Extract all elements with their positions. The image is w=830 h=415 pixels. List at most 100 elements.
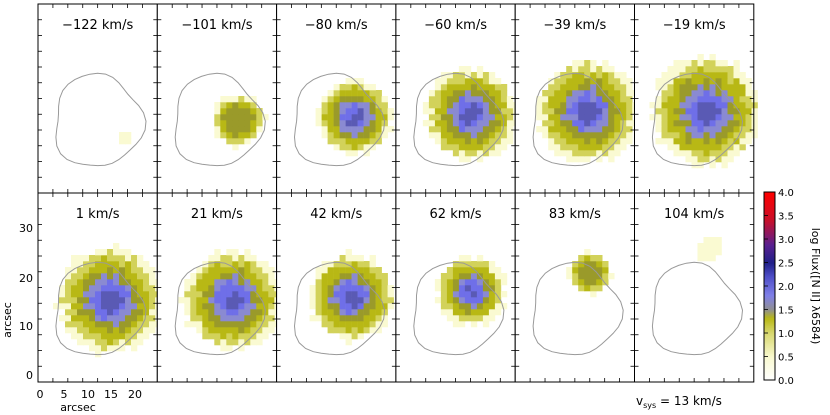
emission-pixel bbox=[703, 132, 710, 139]
emission-pixel bbox=[375, 126, 382, 133]
emission-pixel bbox=[691, 150, 698, 157]
emission-pixel bbox=[101, 321, 108, 328]
emission-pixel bbox=[327, 297, 334, 304]
colorbar-segment bbox=[764, 302, 775, 305]
emission-pixel bbox=[387, 303, 394, 310]
emission-pixel bbox=[691, 96, 698, 103]
emission-pixel bbox=[488, 144, 496, 151]
emission-pixel bbox=[369, 84, 376, 91]
emission-pixel bbox=[590, 114, 597, 121]
emission-pixel bbox=[679, 102, 686, 109]
emission-pixel bbox=[464, 96, 472, 103]
emission-pixel bbox=[536, 114, 543, 121]
emission-pixel bbox=[727, 126, 734, 133]
emission-pixel bbox=[190, 303, 197, 310]
emission-pixel bbox=[101, 285, 108, 292]
emission-pixel bbox=[733, 60, 740, 67]
emission-pixel bbox=[214, 285, 221, 292]
emission-pixel bbox=[673, 96, 680, 103]
emission-pixel bbox=[745, 108, 752, 115]
emission-pixel bbox=[488, 303, 496, 310]
emission-pixel bbox=[697, 138, 704, 145]
emission-pixel bbox=[268, 303, 275, 310]
colorbar-segment bbox=[764, 282, 775, 285]
emission-pixel bbox=[250, 108, 257, 115]
emission-pixel bbox=[739, 102, 746, 109]
emission-pixel bbox=[327, 132, 334, 139]
colorbar-segment bbox=[764, 196, 775, 199]
velocity-label: −122 km/s bbox=[62, 18, 133, 33]
emission-pixel bbox=[262, 114, 269, 121]
emission-pixel bbox=[584, 285, 591, 292]
velocity-channel-panel: −60 km/s bbox=[395, 3, 520, 194]
emission-pixel bbox=[458, 309, 466, 316]
emission-pixel bbox=[661, 84, 668, 91]
emission-pixel bbox=[184, 309, 191, 316]
emission-pixel bbox=[458, 72, 466, 79]
emission-pixel bbox=[470, 96, 478, 103]
emission-pixel bbox=[727, 144, 734, 151]
emission-pixel bbox=[327, 315, 334, 322]
emission-pixel bbox=[220, 315, 227, 322]
emission-pixel bbox=[691, 84, 698, 91]
emission-pixel bbox=[476, 156, 484, 163]
colorbar-segment bbox=[764, 244, 775, 247]
emission-pixel bbox=[446, 126, 454, 133]
emission-pixel bbox=[709, 72, 716, 79]
emission-pixel bbox=[333, 297, 340, 304]
emission-pixel bbox=[691, 120, 698, 127]
emission-pixel bbox=[608, 126, 615, 133]
emission-pixel bbox=[357, 303, 364, 310]
emission-pixel bbox=[363, 120, 370, 127]
emission-pixel bbox=[548, 114, 555, 121]
emission-pixel bbox=[464, 78, 472, 85]
colorbar-segment bbox=[764, 332, 775, 335]
emission-pixel bbox=[596, 126, 603, 133]
colorbar-segment bbox=[764, 194, 775, 197]
colorbar-segment bbox=[764, 246, 775, 249]
emission-pixel bbox=[363, 114, 370, 121]
emission-pixel bbox=[673, 108, 680, 115]
emission-pixel bbox=[357, 114, 364, 121]
emission-pixel bbox=[560, 120, 567, 127]
emission-pixel bbox=[500, 144, 508, 151]
emission-pixel bbox=[345, 126, 352, 133]
emission-pixel bbox=[137, 321, 144, 328]
emission-pixel bbox=[119, 321, 126, 328]
emission-pixel bbox=[494, 144, 502, 151]
emission-pixel bbox=[458, 120, 466, 127]
emission-pixel bbox=[500, 102, 508, 109]
emission-pixel bbox=[244, 267, 251, 274]
emission-pixel bbox=[333, 285, 340, 292]
emission-pixel bbox=[244, 96, 251, 103]
emission-pixel bbox=[506, 138, 514, 145]
emission-pixel bbox=[333, 309, 340, 316]
colorbar-segment bbox=[764, 312, 775, 315]
emission-pixel bbox=[733, 144, 740, 151]
colorbar-segment bbox=[764, 226, 775, 229]
emission-pixel bbox=[125, 255, 132, 262]
emission-pixel bbox=[71, 261, 78, 268]
emission-pixel bbox=[250, 339, 257, 346]
emission-pixel bbox=[440, 108, 448, 115]
emission-pixel bbox=[351, 255, 358, 262]
emission-pixel bbox=[500, 126, 508, 133]
emission-pixel bbox=[381, 315, 388, 322]
emission-pixel bbox=[745, 102, 752, 109]
emission-pixel bbox=[560, 144, 567, 151]
emission-pixel bbox=[77, 339, 84, 346]
emission-pixel bbox=[566, 267, 573, 274]
emission-pixel bbox=[363, 321, 370, 328]
emission-pixel bbox=[77, 261, 84, 268]
emission-pixel bbox=[500, 114, 508, 121]
emission-pixel bbox=[434, 78, 442, 85]
emission-pixel bbox=[446, 285, 454, 292]
emission-pixel bbox=[238, 96, 245, 103]
emission-pixel bbox=[208, 315, 215, 322]
emission-pixel bbox=[679, 126, 686, 133]
emission-pixel bbox=[476, 72, 484, 79]
emission-pixel bbox=[751, 96, 758, 103]
emission-pixel bbox=[685, 114, 692, 121]
emission-pixel bbox=[739, 138, 746, 145]
emission-pixel bbox=[620, 78, 627, 85]
